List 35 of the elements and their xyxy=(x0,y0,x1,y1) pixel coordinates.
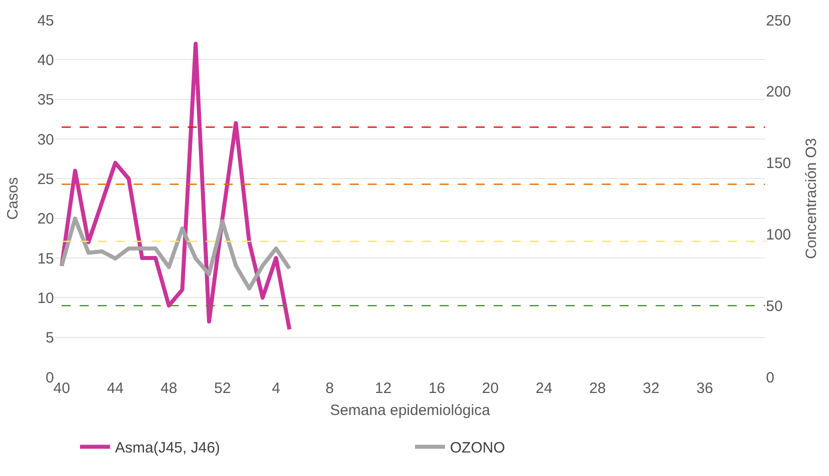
x-tick-label: 8 xyxy=(325,380,334,397)
y2-tick-label: 250 xyxy=(766,12,792,30)
y-tick-label: 25 xyxy=(37,170,54,188)
y2-tick-label: 200 xyxy=(766,84,792,101)
y2-tick-label: 100 xyxy=(766,226,792,244)
y2-tick-label: 0 xyxy=(766,369,774,386)
x-tick-label: 24 xyxy=(536,380,552,397)
y-tick-label: 20 xyxy=(37,210,54,228)
line-series xyxy=(60,216,292,290)
x-tick-label: 44 xyxy=(106,380,124,397)
legend-label: Asma(J45, J46) xyxy=(115,440,220,457)
x-axis-title: Semana epidemiológica xyxy=(330,402,491,419)
y-tick-label: 15 xyxy=(37,250,54,268)
x-tick-label: 36 xyxy=(696,380,714,397)
x-tick-label: 52 xyxy=(214,380,231,397)
y2-tick-label: 50 xyxy=(766,298,783,315)
x-tick-label: 16 xyxy=(428,380,446,397)
y-tick-label: 30 xyxy=(37,131,54,148)
x-tick-label: 20 xyxy=(482,380,499,397)
y-tick-label: 40 xyxy=(37,52,54,69)
x-tick-label: 32 xyxy=(642,380,660,397)
x-tick-label: 48 xyxy=(160,380,178,397)
y-tick-label: 5 xyxy=(46,330,54,347)
x-tick-label: 4 xyxy=(272,380,280,397)
y2-tick-label: 150 xyxy=(766,155,792,172)
y-tick-label: 10 xyxy=(37,290,54,307)
x-tick-label: 12 xyxy=(374,380,392,397)
y-axis-title: Casos xyxy=(4,177,22,220)
y2-axis-title: Concentración O3 xyxy=(803,138,820,259)
legend-label: OZONO xyxy=(450,440,505,457)
y-tick-label: 35 xyxy=(37,92,54,109)
x-tick-label: 28 xyxy=(589,380,606,397)
y-tick-label: 45 xyxy=(37,12,54,30)
line-series xyxy=(60,42,292,332)
y-tick-label: 0 xyxy=(46,369,54,386)
